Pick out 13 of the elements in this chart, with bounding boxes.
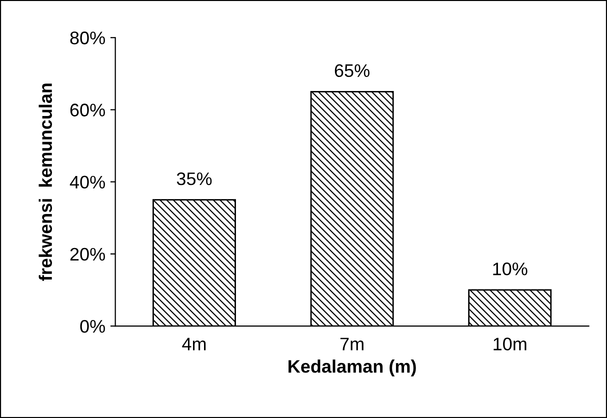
data-label: 65% bbox=[334, 64, 370, 78]
y-tick-label: 60% bbox=[70, 104, 105, 116]
y-tick-label: 40% bbox=[70, 176, 105, 189]
y-axis-title: frekwensi kemunculan bbox=[38, 84, 52, 281]
x-axis-title: Kedalaman (m) bbox=[288, 360, 416, 376]
y-tick-label: 0% bbox=[80, 320, 105, 333]
x-tick-label: 4m bbox=[182, 338, 206, 350]
data-label: 10% bbox=[493, 262, 528, 276]
data-label: 35% bbox=[176, 172, 212, 186]
x-tick-label: 10m bbox=[494, 338, 526, 350]
x-tick-label: 7m bbox=[340, 338, 364, 350]
y-tick-label: 20% bbox=[70, 248, 105, 261]
y-tick-label: 80% bbox=[70, 32, 105, 44]
